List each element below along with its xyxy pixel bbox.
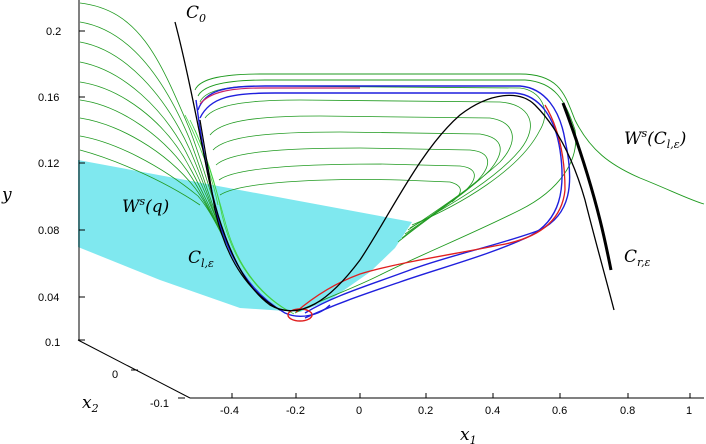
y-axis-label: y [1, 185, 12, 205]
x2-ticks [78, 339, 185, 399]
y-ticks [79, 30, 85, 298]
x1-tick-5: 0.6 [552, 405, 567, 417]
y-tick-4: 0.2 [46, 26, 61, 38]
x1-ticks [231, 393, 691, 398]
x1-tick-2: 0 [356, 405, 362, 417]
x2-axis-line [77, 339, 191, 399]
label-c-l-eps: Cl,ε [188, 248, 214, 270]
x2-tick-2: -0.1 [150, 398, 169, 410]
magenta-segment [199, 87, 360, 105]
y-tick-0: 0.04 [38, 292, 59, 304]
curve-c-l-eps [199, 119, 281, 311]
surface-ws-q [78, 160, 412, 312]
y-tick-3: 0.16 [38, 92, 59, 104]
label-c0: C0 [186, 3, 206, 25]
red-loop-near-q [287, 308, 313, 322]
y-tick-2: 0.12 [38, 158, 59, 170]
label-c-r-eps: Cr,ε [624, 247, 651, 269]
y-tick-1: 0.08 [38, 225, 59, 237]
x2-axis-label: x2 [82, 393, 99, 415]
green-trajectories [79, 2, 233, 253]
x1-tick-4: 0.4 [485, 405, 500, 417]
x2-tick-1: 0 [112, 369, 118, 381]
x1-tick-0: -0.4 [220, 405, 239, 417]
label-ws-q: Ws(q) [122, 195, 169, 217]
green-outer-loops [194, 73, 705, 314]
x1-tick-1: -0.2 [286, 405, 305, 417]
label-ws-cl-eps: Ws(Cl,ε) [624, 127, 686, 151]
curve-c0 [174, 21, 615, 312]
x1-tick-7: 1 [686, 405, 692, 417]
x1-tick-6: 0.8 [620, 405, 635, 417]
curve-c-r-eps [561, 102, 613, 271]
x2-tick-0: 0.1 [45, 337, 60, 349]
x1-tick-3: 0.2 [418, 405, 433, 417]
x1-axis-label: x1 [460, 425, 477, 444]
